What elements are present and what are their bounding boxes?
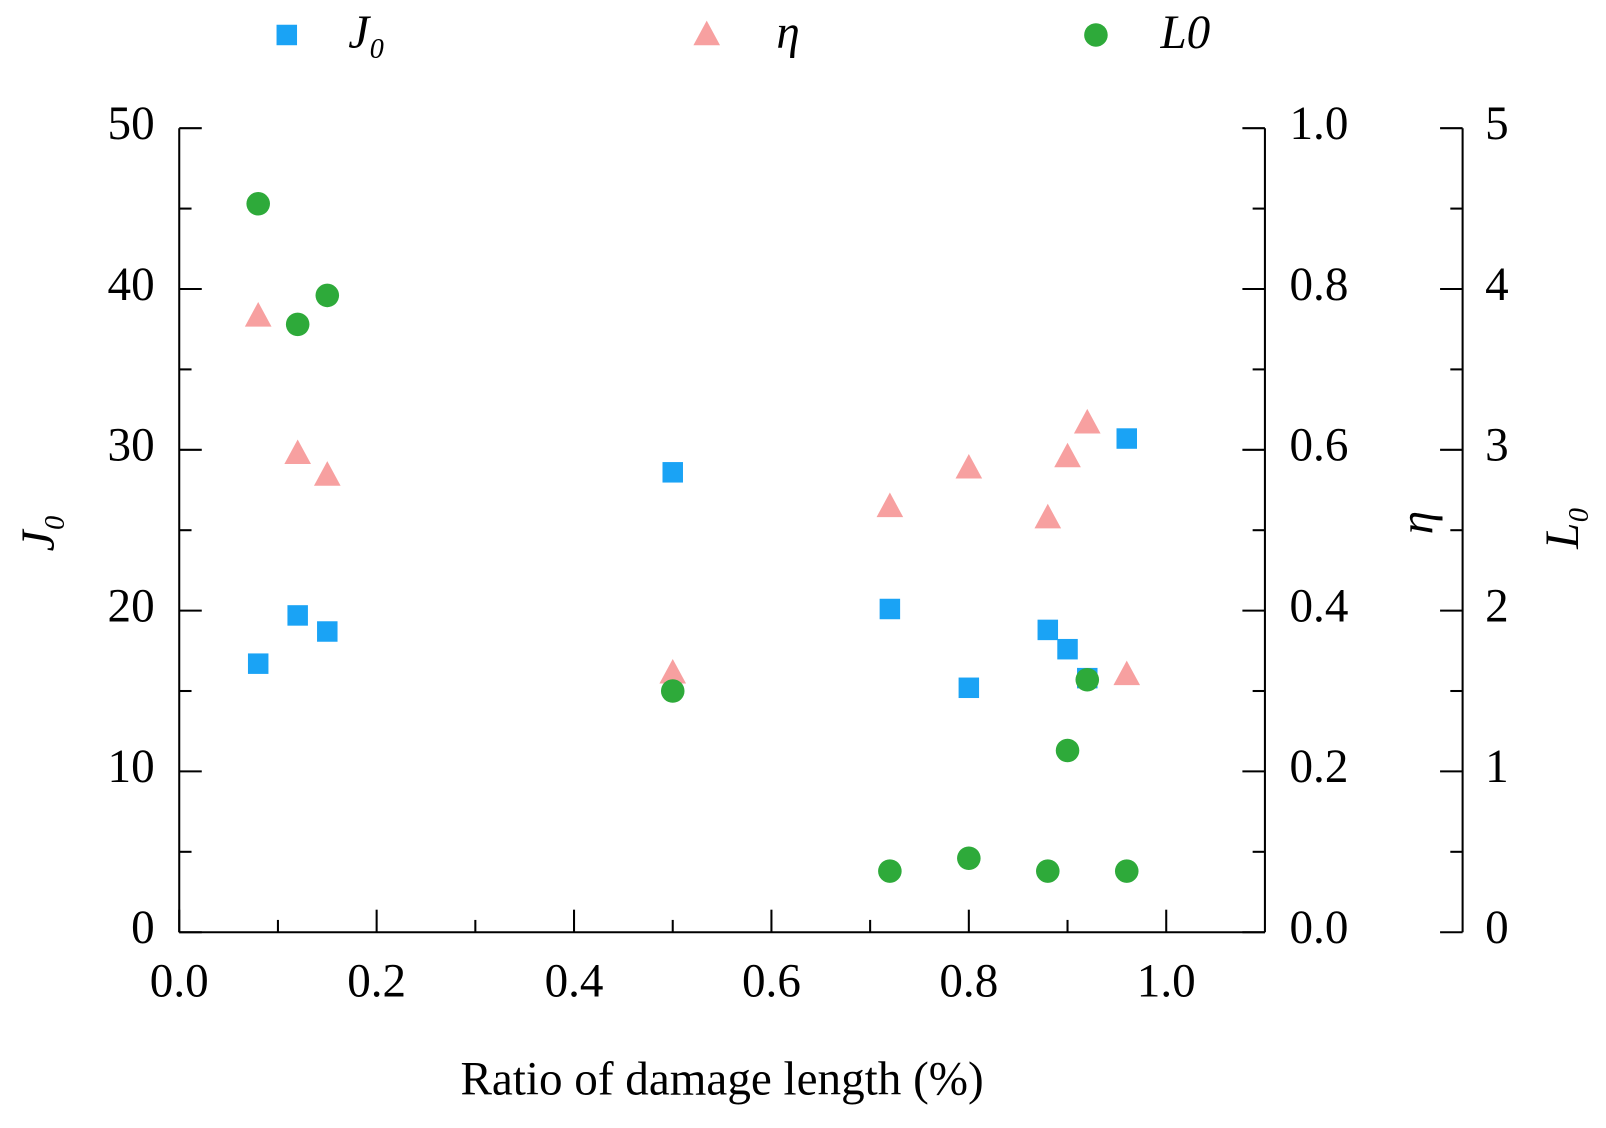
point xyxy=(285,312,310,337)
point xyxy=(957,846,981,871)
y2-tick-label: 0.8 xyxy=(1290,259,1349,311)
x-tick-label: 1.0 xyxy=(1137,955,1196,1007)
y-tick-label: 10 xyxy=(108,741,155,793)
y2-tick-label: 0.2 xyxy=(1290,741,1349,793)
point xyxy=(1057,638,1078,660)
x-tick-label: 0.2 xyxy=(347,955,406,1007)
point xyxy=(1114,859,1139,883)
y3-tick-label: 0 xyxy=(1485,902,1509,954)
point xyxy=(313,461,341,486)
point xyxy=(1113,660,1141,686)
y3-axis-label: L₀ xyxy=(1537,506,1589,550)
x-tick-label: 0.4 xyxy=(545,955,604,1007)
point xyxy=(659,658,687,684)
y-tick-label: 40 xyxy=(108,259,155,311)
point xyxy=(244,301,272,327)
y2-tick-label: 0.6 xyxy=(1290,420,1349,472)
point xyxy=(1037,619,1059,641)
point xyxy=(247,653,269,674)
point xyxy=(287,605,308,626)
point xyxy=(876,492,904,518)
point xyxy=(958,677,980,699)
point xyxy=(1073,408,1101,434)
legend-marker xyxy=(1084,23,1108,47)
point xyxy=(315,283,340,308)
legend-label: J₀ xyxy=(348,7,385,59)
point xyxy=(878,859,902,883)
point xyxy=(662,462,683,483)
y2-tick-label: 0.0 xyxy=(1290,902,1349,954)
y-tick-label: 20 xyxy=(108,580,155,632)
point xyxy=(660,679,685,703)
legend-marker xyxy=(276,24,298,46)
y-tick-label: 50 xyxy=(108,98,155,150)
point xyxy=(317,621,338,642)
point xyxy=(284,439,311,465)
y3-tick-label: 2 xyxy=(1485,580,1509,632)
point xyxy=(1054,442,1081,468)
legend-label: L0 xyxy=(1159,7,1210,59)
x-tick-label: 0.6 xyxy=(742,955,801,1007)
y3-tick-label: 4 xyxy=(1485,259,1509,311)
point xyxy=(1075,667,1100,692)
point xyxy=(1034,503,1062,529)
point xyxy=(879,598,901,620)
point xyxy=(1036,859,1060,883)
y2-axis-label: η xyxy=(1391,511,1443,534)
legend-label: η xyxy=(776,7,799,59)
x-tick-label: 0.8 xyxy=(939,955,998,1007)
point xyxy=(1055,738,1080,763)
point xyxy=(955,453,983,479)
x-tick-label: 0.0 xyxy=(150,955,209,1007)
point xyxy=(1116,428,1137,449)
y3-tick-label: 5 xyxy=(1485,98,1509,150)
y-tick-label: 0 xyxy=(131,902,155,954)
x-axis-label: Ratio of damage length (%) xyxy=(460,1054,983,1106)
y2-tick-label: 0.4 xyxy=(1290,580,1349,632)
y3-tick-label: 1 xyxy=(1485,741,1509,793)
point xyxy=(246,191,270,216)
y-axis-label: J₀ xyxy=(13,514,65,551)
y-tick-label: 30 xyxy=(108,420,155,472)
legend-marker xyxy=(693,20,721,46)
y3-tick-label: 3 xyxy=(1485,420,1509,472)
y2-tick-label: 1.0 xyxy=(1290,98,1349,150)
